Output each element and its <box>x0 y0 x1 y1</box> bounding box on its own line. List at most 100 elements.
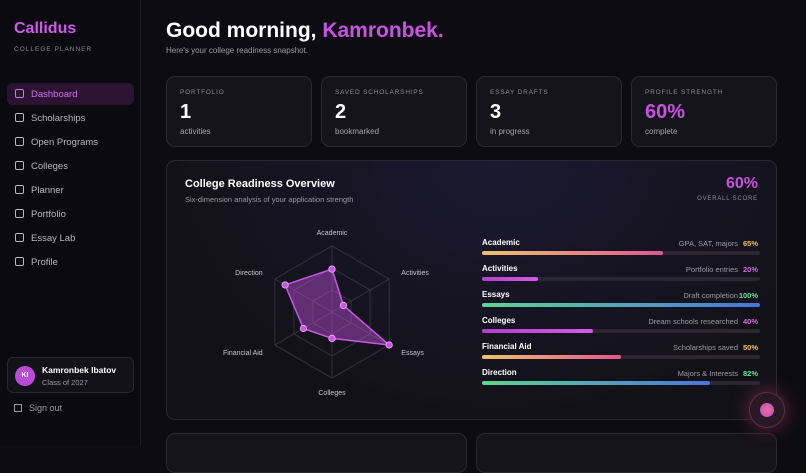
stat-unit: bookmarked <box>335 127 380 136</box>
stat-value: 3 <box>490 101 502 123</box>
stat-label: PROFILE STRENGTH <box>645 89 724 96</box>
progress-bar <box>482 381 710 385</box>
sign-out[interactable]: Sign out <box>14 403 62 413</box>
radar-spoke <box>331 311 390 346</box>
radar-label: Direction <box>235 270 263 277</box>
nav-label: Dashboard <box>31 89 78 100</box>
radar-point <box>385 341 393 349</box>
nav-label: Scholarships <box>31 113 86 124</box>
floating-button[interactable] <box>749 392 785 428</box>
dimension-detail: Scholarships saved <box>672 343 738 352</box>
overall-score-label: OVERALL SCORE <box>697 196 758 202</box>
nav-label: Planner <box>31 185 64 196</box>
nav-icon <box>15 185 24 194</box>
nav-icon <box>15 233 24 242</box>
progress-bar <box>482 329 594 333</box>
nav-label: Colleges <box>31 161 68 172</box>
user-name: Kamronbek Ibatov <box>42 365 117 375</box>
dimension-name: Direction <box>482 368 517 377</box>
greeting-text: Good morning, <box>166 19 317 42</box>
nav-item[interactable]: Portfolio <box>7 203 134 225</box>
subtitle: Here's your college readiness snapshot. <box>166 46 309 55</box>
radar-point <box>299 324 308 333</box>
radar-point <box>339 301 348 309</box>
user-first-name: Kamronbek. <box>322 19 444 42</box>
nav-label: Portfolio <box>31 209 66 220</box>
nav-item[interactable]: Open Programs <box>7 131 134 153</box>
greeting: Good morning, Kamronbek. <box>166 19 444 43</box>
nav-icon <box>15 89 24 98</box>
radar-point <box>281 281 289 289</box>
radar-label: Financial Aid <box>223 350 263 357</box>
progress-track <box>482 277 760 281</box>
overview-title: College Readiness Overview <box>185 178 335 190</box>
stat-unit: activities <box>180 127 211 136</box>
nav-item[interactable]: Dashboard <box>7 83 134 105</box>
stat-value: 60% <box>645 101 686 123</box>
stat-card: ESSAY DRAFTS 3 in progress <box>476 76 622 147</box>
nav-icon <box>15 137 24 146</box>
nav-item[interactable]: Planner <box>7 179 134 201</box>
user-class: Class of 2027 <box>42 378 88 387</box>
progress-track <box>482 329 760 333</box>
nav-item[interactable]: Colleges <box>7 155 134 177</box>
nav-icon <box>15 161 24 170</box>
sign-out-label: Sign out <box>29 403 63 413</box>
stat-unit: complete <box>645 127 678 136</box>
dimension-name: Colleges <box>482 316 516 325</box>
overview-subtitle: Six-dimension analysis of your applicati… <box>185 195 354 204</box>
nav-label: Profile <box>31 257 58 268</box>
nav-icon <box>15 209 24 218</box>
radar-chart: Academic Activities Essays Colleges Financia… <box>223 230 429 397</box>
radar-point <box>328 265 336 273</box>
dimension-detail: GPA, SAT, majors <box>678 239 738 248</box>
nav-label: Open Programs <box>31 137 99 148</box>
progress-bar <box>482 277 538 281</box>
stat-card: PROFILE STRENGTH 60% complete <box>631 76 777 147</box>
radar-label: Activities <box>401 270 429 277</box>
dimension-percent: 65% <box>742 239 758 248</box>
dimension-percent: 40% <box>742 317 758 326</box>
stat-unit: in progress <box>490 127 530 136</box>
stat-card: PORTFOLIO 1 activities <box>166 76 312 147</box>
brand: Callidus <box>14 20 77 37</box>
dimension-percent: 50% <box>742 343 758 352</box>
dimension-detail: Draft completion <box>683 291 738 300</box>
nav-label: Essay Lab <box>31 233 76 244</box>
progress-bar <box>482 355 621 359</box>
tagline: COLLEGE PLANNER <box>14 46 93 53</box>
nav-icon <box>15 257 24 266</box>
radar-area <box>284 268 392 347</box>
radar-point <box>328 334 336 342</box>
dimension-name: Essays <box>482 290 510 299</box>
radar-label: Essays <box>401 350 424 357</box>
dimension-percent: 82% <box>742 369 758 378</box>
radar-label: Academic <box>317 230 348 237</box>
overall-score: 60% <box>725 175 758 192</box>
overview-card: College Readiness Overview Six-dimension… <box>166 160 777 420</box>
radar-label: Colleges <box>318 390 346 397</box>
card-bottom-right <box>476 433 777 473</box>
nav-item[interactable]: Scholarships <box>7 107 134 129</box>
dimension-name: Financial Aid <box>482 342 532 351</box>
card-bottom-left <box>166 433 467 473</box>
avatar: KI <box>15 366 35 386</box>
dimension-detail: Portfolio entries <box>685 265 738 274</box>
progress-track <box>482 355 760 359</box>
nav-icon <box>15 113 24 122</box>
progress-bar <box>482 303 760 307</box>
user-card[interactable]: KI Kamronbek Ibatov Class of 2027 <box>7 357 134 393</box>
stat-value: 1 <box>180 101 192 123</box>
nav-item[interactable]: Essay Lab <box>7 227 134 249</box>
dimension-detail: Dream schools researched <box>648 317 738 326</box>
progress-bar <box>482 251 663 255</box>
nav-item[interactable]: Profile <box>7 251 134 273</box>
stat-card: SAVED SCHOLARSHIPS 2 bookmarked <box>321 76 467 147</box>
dimension-name: Academic <box>482 238 520 247</box>
app: Callidus COLLEGE PLANNER KI Kamronbek Ib… <box>0 0 785 473</box>
dimension-percent: 20% <box>742 265 758 274</box>
dimension-name: Activities <box>482 264 518 273</box>
sidebar: Callidus COLLEGE PLANNER KI Kamronbek Ib… <box>0 0 141 446</box>
dimension-percent: 100% <box>738 291 758 300</box>
stat-label: SAVED SCHOLARSHIPS <box>335 89 424 96</box>
